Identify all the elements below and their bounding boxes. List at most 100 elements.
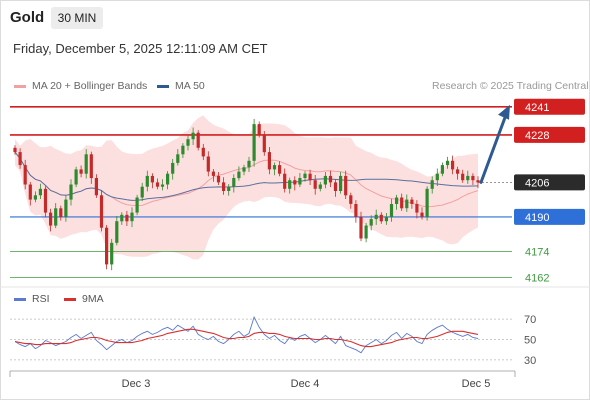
candle-body	[374, 214, 378, 220]
level-badge-4228	[514, 126, 585, 143]
candle-body	[176, 154, 180, 163]
candle-body	[69, 184, 73, 200]
candle-body	[181, 145, 185, 155]
candle-body	[440, 165, 444, 174]
level-label-4162: 4162	[525, 272, 549, 284]
candle-body	[237, 171, 241, 179]
candle-body	[59, 208, 63, 217]
candle-body	[201, 147, 205, 157]
candle-body	[232, 178, 236, 187]
candle-body	[389, 204, 394, 217]
candle-body	[115, 221, 119, 243]
candle-body	[84, 154, 88, 174]
candle-body	[257, 124, 261, 135]
candle-body	[267, 152, 271, 170]
rsi-tick-label: 50	[524, 335, 536, 347]
candle-body	[415, 204, 419, 213]
candle-body	[400, 197, 404, 209]
candle-body	[369, 219, 373, 226]
candle-body	[272, 165, 277, 170]
timeframe-badge[interactable]: 30 MIN	[51, 7, 103, 29]
candle-body	[318, 184, 322, 189]
candle-body	[379, 214, 383, 222]
candle-body	[293, 180, 297, 185]
candle-body	[28, 184, 32, 200]
level-badge-4206	[514, 174, 585, 191]
candle-body	[288, 180, 292, 189]
x-tick-label: Dec 3	[122, 378, 151, 390]
rsi-legend-swatch	[14, 298, 26, 301]
candle-body	[451, 160, 455, 170]
candle-body	[359, 216, 363, 239]
candle-body	[344, 175, 348, 196]
rsi-tick-label: 30	[524, 355, 536, 367]
level-label-4228: 4228	[525, 130, 549, 142]
rsi-tick-label: 70	[524, 314, 536, 326]
candle-body	[466, 175, 470, 181]
candle-body	[191, 132, 195, 140]
ma20-legend-swatch	[14, 85, 26, 88]
top-bar: Gold 30 MIN	[0, 0, 590, 36]
candle-body	[150, 175, 154, 183]
level-label-4174: 4174	[525, 247, 549, 259]
candle-body	[476, 180, 480, 183]
candle-body	[196, 132, 200, 148]
candle-body	[171, 162, 175, 174]
candle-body	[425, 188, 429, 217]
candle-body	[283, 173, 287, 189]
candle-body	[471, 175, 475, 181]
candle-body	[160, 184, 165, 187]
candle-body	[313, 180, 317, 189]
candle-body	[23, 165, 27, 185]
x-tick-label: Dec 5	[462, 378, 491, 390]
candle-body	[120, 214, 124, 222]
candle-body	[216, 175, 221, 183]
candle-body	[99, 195, 104, 228]
candle-body	[145, 175, 149, 187]
candle-body	[430, 180, 434, 189]
candle-body	[435, 173, 439, 181]
candle-body	[384, 216, 388, 222]
candle-body	[49, 212, 53, 226]
candle-body	[64, 199, 68, 217]
candle-body	[227, 186, 231, 191]
ma50-line	[14, 151, 479, 201]
candle-body	[420, 212, 424, 217]
candle-body	[445, 160, 450, 166]
candle-body	[140, 186, 144, 198]
candle-body	[125, 214, 129, 222]
candle-body	[54, 208, 58, 226]
candle-body	[405, 199, 409, 209]
candle-body	[89, 154, 93, 179]
candle-body	[79, 169, 83, 174]
candle-body	[410, 199, 414, 204]
candle-body	[303, 173, 307, 178]
x-tick-label: Dec 4	[291, 378, 320, 390]
candle-body	[262, 134, 266, 153]
rsi-ma-line	[14, 328, 479, 348]
candle-body	[333, 182, 338, 191]
rsi-ma-legend-swatch	[64, 298, 76, 301]
candle-body	[395, 197, 399, 204]
candle-body	[349, 195, 353, 204]
candle-body	[456, 169, 460, 174]
projection-arrow	[479, 113, 508, 184]
candle-body	[339, 175, 343, 191]
rsi-legend-label: RSI	[32, 293, 50, 305]
candle-body	[166, 173, 170, 185]
candle-body	[308, 173, 312, 181]
candle-body	[278, 165, 282, 174]
candle-body	[222, 182, 226, 191]
level-label-4190: 4190	[525, 212, 549, 224]
candle-body	[18, 152, 22, 166]
candle-body	[13, 147, 17, 153]
candle-body	[94, 178, 98, 196]
projection-arrow-head	[498, 104, 510, 120]
candle-body	[328, 175, 333, 183]
candle-body	[323, 175, 327, 185]
research-credit: Research © 2025 Trading Central	[432, 80, 589, 92]
candle-body	[105, 227, 109, 265]
candle-body	[130, 212, 134, 222]
candle-body	[364, 225, 368, 239]
